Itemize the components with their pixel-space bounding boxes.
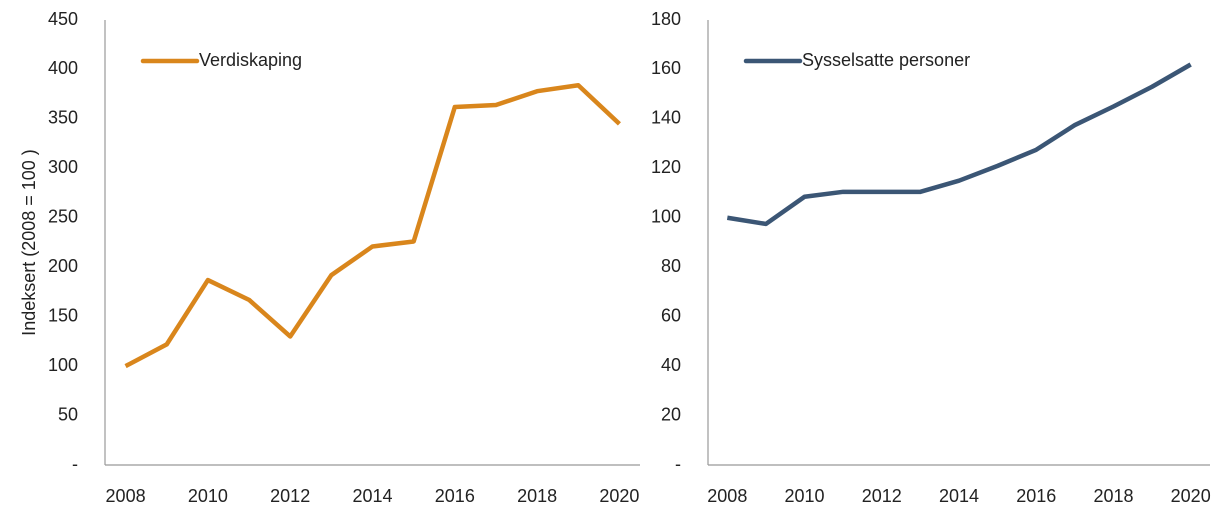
y-tick-label: 40 bbox=[661, 355, 681, 375]
x-tick-label: 2018 bbox=[1093, 486, 1133, 506]
x-tick-label: 2020 bbox=[599, 486, 639, 506]
x-tick-label: 2008 bbox=[707, 486, 747, 506]
y-tick-label: 450 bbox=[48, 9, 78, 29]
y-tick-label: 400 bbox=[48, 58, 78, 78]
x-tick-label: 2010 bbox=[785, 486, 825, 506]
y-tick-label: 50 bbox=[58, 404, 78, 424]
x-tick-label: 2014 bbox=[352, 486, 392, 506]
data-line bbox=[124, 83, 621, 369]
legend-label: Verdiskaping bbox=[199, 50, 302, 70]
y-tick-label: 200 bbox=[48, 256, 78, 276]
data-line bbox=[726, 62, 1192, 227]
y-tick-label: 60 bbox=[661, 305, 681, 325]
y-tick-label: 180 bbox=[651, 9, 681, 29]
x-tick-label: 2018 bbox=[517, 486, 557, 506]
y-tick-label: 150 bbox=[48, 305, 78, 325]
y-tick-label: 140 bbox=[651, 108, 681, 128]
y-tick-label: 100 bbox=[651, 207, 681, 227]
legend-label: Sysselsatte personer bbox=[802, 50, 970, 70]
x-tick-label: 2012 bbox=[270, 486, 310, 506]
y-tick-label: 120 bbox=[651, 157, 681, 177]
y-tick-label: 300 bbox=[48, 157, 78, 177]
x-tick-label: 2016 bbox=[435, 486, 475, 506]
x-tick-label: 2014 bbox=[939, 486, 979, 506]
y-tick-label: - bbox=[675, 454, 681, 474]
y-tick-label: 20 bbox=[661, 404, 681, 424]
x-tick-label: 2020 bbox=[1171, 486, 1211, 506]
y-tick-label: - bbox=[72, 454, 78, 474]
y-tick-label: 350 bbox=[48, 108, 78, 128]
y-tick-label: 250 bbox=[48, 207, 78, 227]
x-tick-label: 2010 bbox=[188, 486, 228, 506]
x-tick-label: 2008 bbox=[106, 486, 146, 506]
y-tick-label: 80 bbox=[661, 256, 681, 276]
x-tick-label: 2012 bbox=[862, 486, 902, 506]
y-tick-label: 100 bbox=[48, 355, 78, 375]
y-tick-label: 160 bbox=[651, 58, 681, 78]
y-axis-label: Indeksert (2008 = 100 ) bbox=[19, 149, 39, 336]
x-tick-label: 2016 bbox=[1016, 486, 1056, 506]
